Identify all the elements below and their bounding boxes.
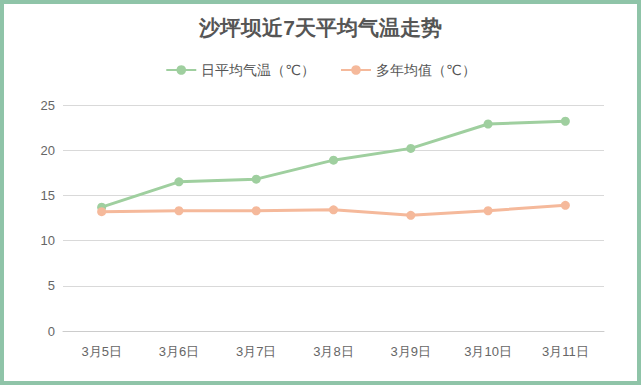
svg-text:多年均值（℃）: 多年均值（℃）: [376, 62, 476, 78]
svg-text:沙坪坝近7天平均气温走势: 沙坪坝近7天平均气温走势: [198, 16, 442, 39]
svg-text:3月8日: 3月8日: [313, 344, 353, 359]
svg-text:3月5日: 3月5日: [81, 344, 121, 359]
svg-text:3月10日: 3月10日: [464, 344, 512, 359]
svg-text:3月11日: 3月11日: [542, 344, 589, 359]
svg-text:5: 5: [48, 278, 55, 293]
svg-text:0: 0: [48, 324, 55, 339]
svg-text:3月9日: 3月9日: [391, 344, 431, 359]
svg-text:20: 20: [41, 143, 55, 158]
svg-text:3月7日: 3月7日: [236, 344, 276, 359]
svg-text:25: 25: [41, 98, 55, 113]
svg-text:10: 10: [41, 233, 55, 248]
svg-text:15: 15: [41, 188, 55, 203]
svg-text:日平均气温（℃）: 日平均气温（℃）: [201, 62, 315, 78]
svg-text:3月6日: 3月6日: [159, 344, 199, 359]
